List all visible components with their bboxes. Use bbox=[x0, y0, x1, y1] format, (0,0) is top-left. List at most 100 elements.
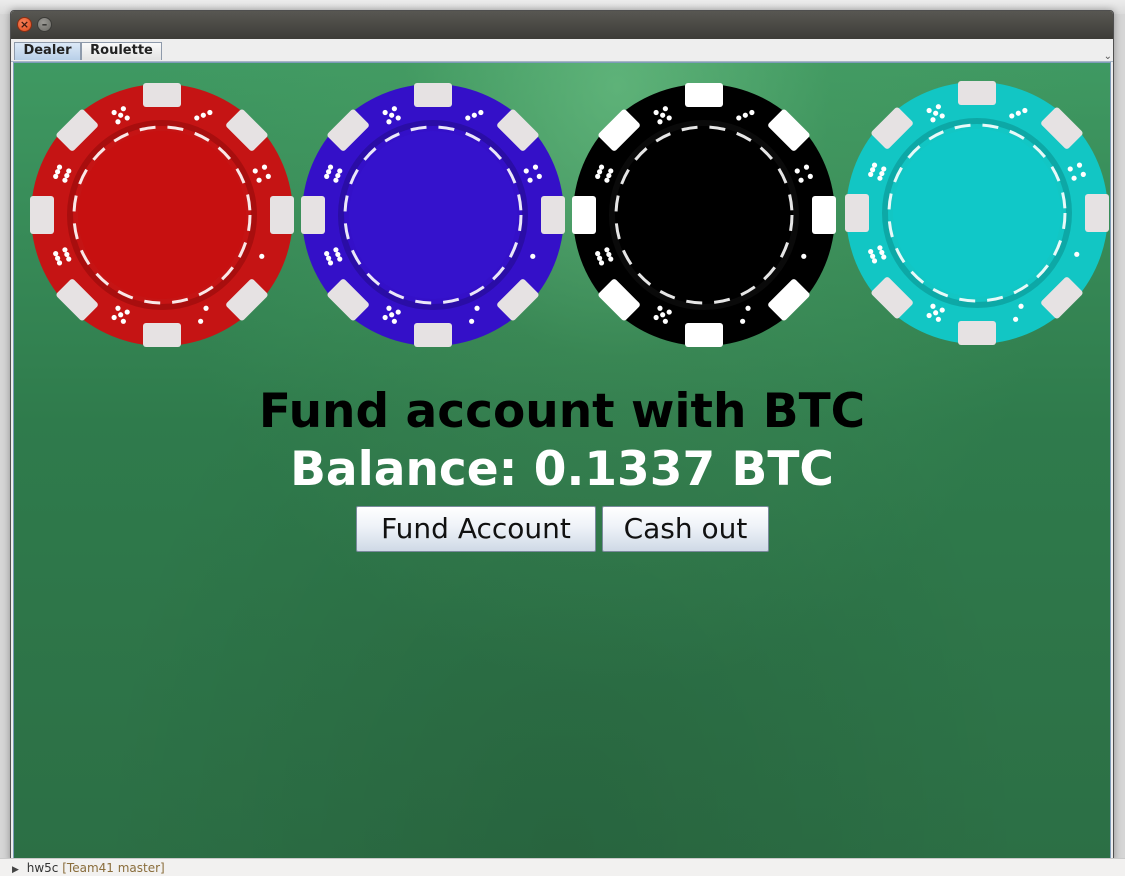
chip-pip bbox=[326, 169, 332, 175]
chip-pip bbox=[868, 249, 874, 255]
chip-pip bbox=[598, 260, 605, 266]
chip-pip bbox=[879, 170, 885, 177]
chip-edge-block bbox=[812, 196, 836, 234]
black-chip bbox=[572, 83, 836, 347]
window-titlebar: × – bbox=[11, 11, 1113, 39]
chip-pip bbox=[62, 247, 68, 253]
fund-account-button[interactable]: Fund Account bbox=[356, 506, 596, 552]
chip-edge-block bbox=[958, 321, 996, 345]
chip-pip bbox=[256, 177, 262, 183]
chip-edge-block bbox=[598, 109, 640, 151]
chip-pip bbox=[742, 112, 748, 118]
chip-pip bbox=[926, 107, 932, 114]
chip-pip bbox=[53, 251, 59, 257]
chip-edge-block bbox=[1041, 107, 1083, 149]
chip-pip bbox=[389, 112, 395, 118]
chip-edge-block bbox=[30, 196, 54, 234]
close-icon[interactable]: × bbox=[17, 17, 32, 32]
chip-center bbox=[620, 131, 788, 299]
chip-pip bbox=[66, 256, 72, 262]
tab-strip: Dealer Roulette bbox=[11, 39, 1113, 62]
chip-dash-ring bbox=[343, 125, 523, 305]
cyan-chip bbox=[845, 81, 1109, 345]
tab-roulette[interactable]: Roulette bbox=[81, 42, 162, 60]
chip-edge-spot bbox=[56, 279, 98, 321]
chip-pip bbox=[523, 168, 529, 174]
chip-pip bbox=[794, 168, 800, 174]
chip-pip bbox=[1018, 303, 1024, 309]
chip-pip bbox=[597, 169, 603, 175]
chip-pip bbox=[1009, 113, 1015, 119]
chip-edge-block bbox=[768, 109, 810, 151]
chip-edge-spot bbox=[327, 279, 369, 321]
chip-pip bbox=[939, 113, 945, 119]
chip-inner-ring bbox=[609, 120, 799, 310]
chip-pip bbox=[527, 177, 533, 183]
chip-pip bbox=[877, 245, 883, 251]
chip-edge-spot bbox=[1041, 107, 1083, 149]
chip-pip bbox=[478, 109, 484, 116]
chip-pip bbox=[868, 171, 874, 177]
chip-pip bbox=[881, 254, 887, 260]
chip-pip bbox=[55, 169, 61, 175]
chip-edge-block bbox=[871, 277, 913, 319]
chip-edge-block bbox=[56, 109, 98, 151]
chip-edge-spot bbox=[497, 279, 539, 321]
chip-pip bbox=[386, 119, 392, 125]
chip-pip bbox=[124, 309, 130, 315]
tab-dealer[interactable]: Dealer bbox=[14, 42, 81, 60]
chip-edge-spot bbox=[226, 279, 268, 321]
chip-pip bbox=[803, 164, 810, 170]
chip-edge-block bbox=[598, 279, 640, 321]
chip-pip bbox=[740, 318, 746, 324]
chip-edge-spot bbox=[226, 109, 268, 151]
chip-pip bbox=[469, 318, 475, 324]
chip-pip bbox=[335, 172, 341, 179]
chip-pip bbox=[749, 109, 755, 116]
chip-edge-block bbox=[572, 196, 596, 234]
expand-triangle-icon: ▶ bbox=[12, 865, 19, 875]
chip-edge-block bbox=[327, 109, 369, 151]
chip-edge-block bbox=[1085, 194, 1109, 232]
chip-pip bbox=[335, 251, 341, 258]
chip-pip bbox=[871, 258, 878, 264]
chip-pip bbox=[56, 260, 63, 266]
chip-pip bbox=[124, 115, 130, 121]
tab-scroll-arrow-icon[interactable]: ⌄ bbox=[1103, 51, 1112, 62]
chip-edge-spot bbox=[845, 194, 869, 232]
chip-pip bbox=[66, 168, 72, 174]
chip-edge-spot bbox=[1085, 194, 1109, 232]
chip-edge-block bbox=[497, 279, 539, 321]
chip-pip bbox=[608, 168, 614, 174]
chip-pip bbox=[395, 115, 401, 121]
chip-pip bbox=[606, 251, 612, 258]
chip-pip bbox=[120, 106, 126, 112]
chip-edge-spot bbox=[768, 279, 810, 321]
chip-pip bbox=[653, 314, 659, 321]
chip-pip bbox=[333, 177, 339, 183]
chip-edge-spot bbox=[497, 109, 539, 151]
chip-edge-block bbox=[226, 109, 268, 151]
minimize-icon[interactable]: – bbox=[37, 17, 52, 32]
chip-edge-block bbox=[143, 83, 181, 107]
chip-pip bbox=[261, 164, 268, 170]
chip-pip bbox=[1015, 110, 1021, 116]
chip-pip bbox=[326, 255, 332, 261]
cash-out-button[interactable]: Cash out bbox=[602, 506, 769, 552]
chip-edge-block bbox=[301, 196, 325, 234]
chip-pip bbox=[327, 164, 334, 170]
chip-pip bbox=[1080, 171, 1086, 177]
chip-edge-spot bbox=[414, 323, 452, 347]
chip-edge-spot bbox=[30, 196, 54, 234]
chip-edge-block bbox=[685, 83, 723, 107]
chip-pip bbox=[1067, 166, 1073, 172]
chip-inner-ring bbox=[882, 118, 1072, 308]
chip-pip bbox=[745, 305, 751, 311]
chip-pip bbox=[389, 312, 395, 318]
chip-edge-spot bbox=[812, 196, 836, 234]
chip-pip bbox=[337, 168, 343, 174]
chip-edge-block bbox=[871, 107, 913, 149]
chip-edge-block bbox=[270, 196, 294, 234]
chip-pip bbox=[939, 307, 945, 313]
chip-pip bbox=[604, 247, 610, 253]
